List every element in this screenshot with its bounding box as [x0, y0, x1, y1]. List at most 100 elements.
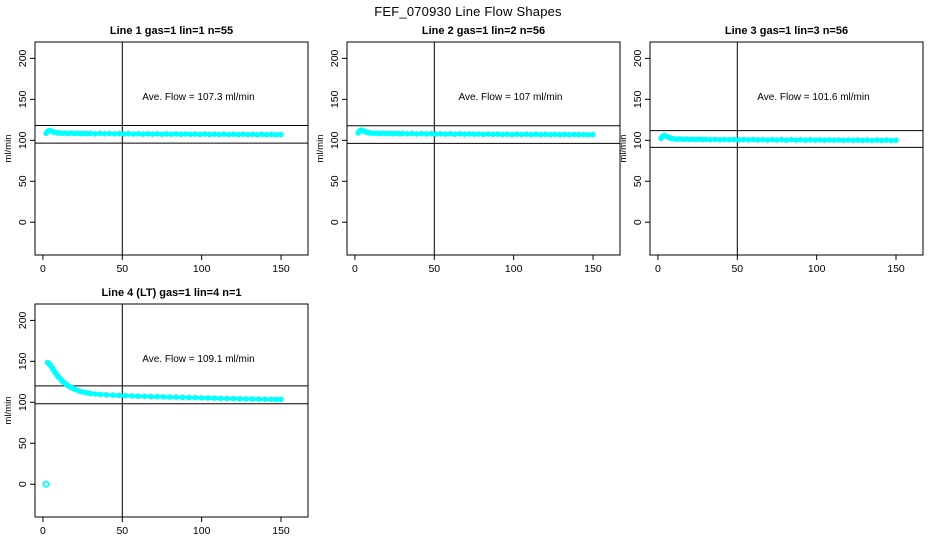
data-point — [78, 130, 84, 137]
y-axis-title: ml/min — [3, 397, 14, 425]
chart-panel-2: 0 50 100 150 0 50 100 150 200 ml/min Line 2 gas=1 … — [312, 18, 624, 280]
data-point — [674, 136, 680, 142]
x-tick-label: 100 — [193, 525, 211, 537]
data-point — [186, 394, 192, 401]
data-point — [224, 395, 230, 402]
y-tick-label: 0 — [632, 219, 644, 225]
data-point — [683, 136, 690, 142]
y-tick-label: 100 — [17, 393, 29, 411]
y-tick-label: 50 — [632, 175, 644, 187]
data-point — [686, 136, 693, 143]
data-series — [658, 132, 899, 144]
y-tick-label: 200 — [632, 49, 644, 67]
x-tick-label: 50 — [116, 525, 128, 537]
data-point — [690, 136, 696, 142]
plot-box — [34, 303, 309, 518]
data-series — [355, 127, 596, 138]
data-point — [255, 396, 262, 402]
data-point — [173, 394, 180, 400]
outlier-point — [42, 480, 50, 488]
y-axis-title: ml/min — [618, 135, 629, 163]
data-point — [217, 395, 224, 402]
data-point — [97, 391, 103, 398]
data-point — [68, 130, 75, 136]
x-tick-label: 100 — [808, 263, 826, 275]
y-tick-label: 0 — [17, 481, 29, 487]
data-point — [205, 395, 211, 401]
data-point — [110, 392, 116, 398]
y-tick-label: 200 — [17, 49, 29, 67]
y-axis: 0 50 100 150 200 — [632, 49, 650, 225]
data-point — [56, 130, 62, 136]
x-tick-label: 150 — [887, 263, 905, 275]
y-tick-label: 0 — [329, 219, 341, 225]
data-point — [179, 394, 186, 401]
data-point — [671, 136, 677, 142]
y-axis-title: ml/min — [315, 135, 326, 163]
y-tick-label: 50 — [17, 437, 29, 449]
data-point — [390, 130, 396, 137]
x-tick-label: 0 — [40, 525, 46, 537]
data-point — [81, 389, 87, 396]
data-point — [371, 130, 377, 137]
data-point — [148, 393, 154, 400]
data-point — [893, 137, 899, 144]
panel-title: Line 4 (LT) gas=1 lin=4 n=1 — [101, 287, 241, 299]
data-point — [590, 131, 596, 138]
data-point — [59, 130, 65, 137]
panel-plot-2: 0 50 100 150 0 50 100 150 200 ml/min Line 2 gas=1 … — [315, 25, 621, 275]
data-point — [699, 136, 706, 143]
data-point — [249, 396, 256, 402]
y-tick-label: 150 — [329, 90, 341, 108]
y-tick-label: 150 — [17, 352, 29, 370]
x-tick-label: 50 — [731, 263, 743, 275]
y-axis: 0 50 100 150 200 — [17, 49, 35, 225]
y-tick-label: 50 — [329, 175, 341, 187]
data-point — [103, 392, 110, 398]
data-point — [696, 136, 702, 142]
chart-panel-3: 0 50 100 150 0 50 100 150 200 ml/min Line 3 gas=1 … — [615, 18, 927, 280]
data-point — [84, 130, 91, 137]
x-tick-label: 150 — [272, 263, 290, 275]
x-axis: 0 50 100 150 — [40, 255, 290, 275]
x-tick-label: 100 — [193, 263, 211, 275]
x-tick-label: 50 — [428, 263, 440, 275]
data-point — [84, 390, 91, 396]
data-point — [278, 131, 284, 138]
y-axis-title: ml/min — [3, 135, 14, 163]
data-point — [71, 130, 78, 137]
data-point — [135, 393, 141, 399]
data-point — [160, 394, 167, 400]
panel-title: Line 2 gas=1 lin=2 n=56 — [422, 25, 545, 37]
data-point — [128, 393, 135, 399]
y-tick-label: 100 — [329, 131, 341, 149]
panel-plot-1: 0 50 100 150 0 50 100 150 200 ml/min Line 1 gas=1 … — [3, 25, 309, 275]
chart-main-title: FEF_070930 Line Flow Shapes — [374, 4, 562, 19]
data-point — [81, 130, 87, 137]
data-point — [116, 392, 122, 399]
x-tick-label: 0 — [40, 263, 46, 275]
y-tick-label: 200 — [17, 311, 29, 329]
chart-panel-4: 0 50 100 150 0 50 100 150 200 ml/min Line 4 (LT) g… — [0, 280, 312, 542]
data-point — [78, 388, 84, 395]
avg-flow-annotation: Ave. Flow = 107.3 ml/min — [142, 92, 254, 103]
data-point — [141, 393, 148, 400]
data-point — [368, 130, 374, 136]
data-point — [677, 136, 683, 142]
y-axis: 0 50 100 150 200 — [17, 311, 35, 487]
data-point — [211, 395, 218, 401]
data-point — [262, 396, 268, 402]
data-point — [75, 130, 81, 136]
x-tick-label: 0 — [352, 263, 358, 275]
data-point — [230, 395, 237, 402]
y-tick-label: 100 — [17, 131, 29, 149]
data-point — [374, 130, 380, 136]
data-point — [243, 396, 249, 402]
data-point — [396, 131, 403, 137]
panel-plot-3: 0 50 100 150 0 50 100 150 200 ml/min Line 3 gas=1 … — [618, 25, 924, 275]
plot-box — [346, 41, 621, 256]
plot-box — [34, 41, 309, 256]
data-point — [377, 130, 384, 137]
data-series — [43, 127, 284, 138]
data-point — [380, 130, 387, 136]
